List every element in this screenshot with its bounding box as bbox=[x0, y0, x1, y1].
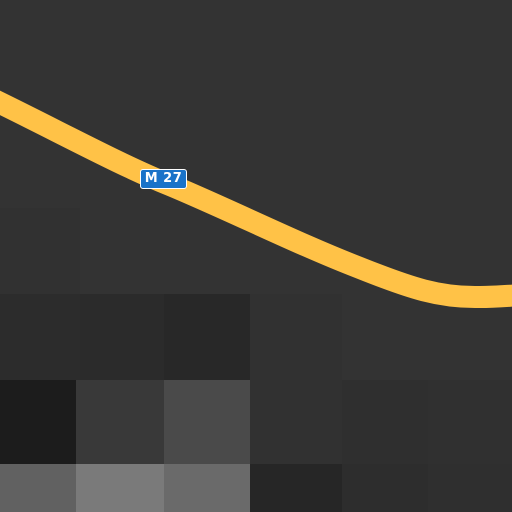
map-tile bbox=[250, 294, 342, 380]
road-shield-m27: M 27 bbox=[140, 169, 187, 189]
map-tile bbox=[342, 294, 512, 380]
map-tile bbox=[0, 208, 80, 296]
map-tile bbox=[342, 380, 428, 464]
map-tile bbox=[0, 464, 76, 512]
map-tile bbox=[428, 464, 512, 512]
road-shield-label: M 27 bbox=[144, 171, 183, 186]
map-tile bbox=[250, 380, 342, 464]
map-tile bbox=[250, 464, 342, 512]
map-tile bbox=[164, 294, 250, 380]
map-tile bbox=[164, 380, 250, 464]
map-tile bbox=[76, 464, 164, 512]
map-tile bbox=[164, 464, 250, 512]
map-tile bbox=[0, 294, 80, 380]
map-tile bbox=[76, 380, 164, 464]
map-tile bbox=[0, 380, 76, 464]
map-tile bbox=[342, 464, 428, 512]
map-tile bbox=[80, 294, 164, 380]
map-tile bbox=[428, 380, 512, 464]
motorway-road[interactable] bbox=[0, 90, 512, 309]
